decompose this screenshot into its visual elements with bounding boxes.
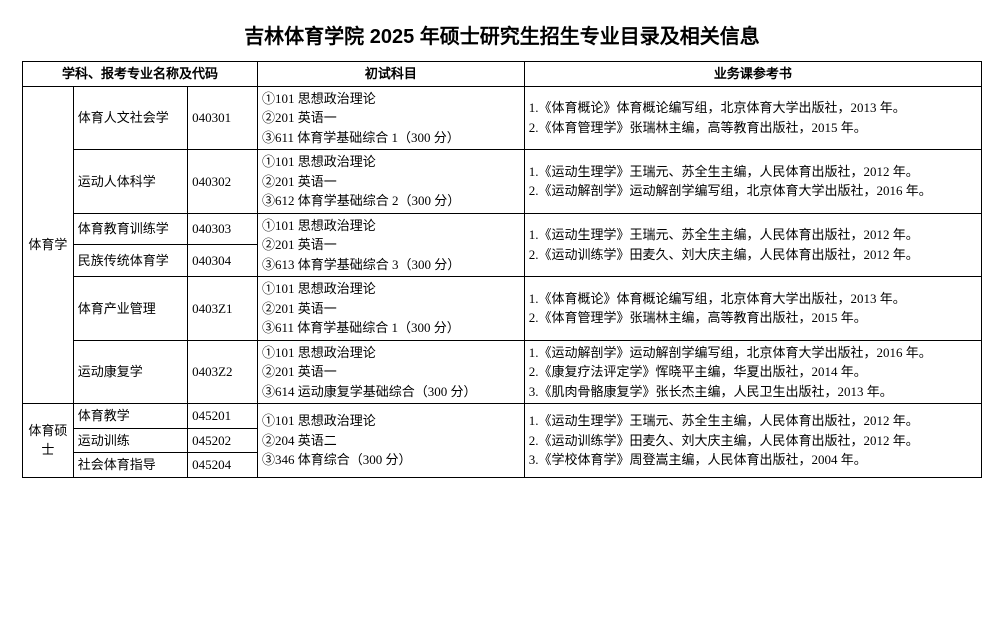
code-cell: 0403Z2 (188, 340, 258, 404)
table-row: 运动康复学 0403Z2 ①101 思想政治理论②201 英语一③614 运动康… (23, 340, 982, 404)
major-cell: 体育教育训练学 (73, 213, 187, 245)
table-row: 体育教育训练学 040303 ①101 思想政治理论②201 英语一③613 体… (23, 213, 982, 245)
table-row: 运动人体科学 040302 ①101 思想政治理论②201 英语一③612 体育… (23, 150, 982, 214)
code-cell: 040301 (188, 86, 258, 150)
ref-cell: 1.《运动生理学》王瑞元、苏全生主编，人民体育出版社，2012 年。2.《运动训… (524, 213, 981, 277)
discipline-cell: 体育学 (23, 86, 74, 404)
code-cell: 040303 (188, 213, 258, 245)
ref-cell: 1.《体育概论》体育概论编写组，北京体育大学出版社，2013 年。2.《体育管理… (524, 277, 981, 341)
ref-cell: 1.《体育概论》体育概论编写组，北京体育大学出版社，2013 年。2.《体育管理… (524, 86, 981, 150)
exam-cell: ①101 思想政治理论②201 英语一③611 体育学基础综合 1（300 分） (257, 277, 524, 341)
ref-cell: 1.《运动解剖学》运动解剖学编写组，北京体育大学出版社，2016 年。2.《康复… (524, 340, 981, 404)
code-cell: 0403Z1 (188, 277, 258, 341)
exam-cell: ①101 思想政治理论②204 英语二③346 体育综合（300 分） (257, 404, 524, 478)
page-title: 吉林体育学院 2025 年硕士研究生招生专业目录及相关信息 (20, 20, 984, 49)
exam-cell: ①101 思想政治理论②201 英语一③612 体育学基础综合 2（300 分） (257, 150, 524, 214)
exam-cell: ①101 思想政治理论②201 英语一③614 运动康复学基础综合（300 分） (257, 340, 524, 404)
code-cell: 040304 (188, 245, 258, 277)
table-row: 体育产业管理 0403Z1 ①101 思想政治理论②201 英语一③611 体育… (23, 277, 982, 341)
exam-cell: ①101 思想政治理论②201 英语一③613 体育学基础综合 3（300 分） (257, 213, 524, 277)
code-cell: 045202 (188, 428, 258, 453)
major-cell: 体育产业管理 (73, 277, 187, 341)
major-cell: 社会体育指导 (73, 453, 187, 478)
code-cell: 040302 (188, 150, 258, 214)
code-cell: 045204 (188, 453, 258, 478)
major-cell: 运动康复学 (73, 340, 187, 404)
major-cell: 民族传统体育学 (73, 245, 187, 277)
major-cell: 运动训练 (73, 428, 187, 453)
header-discipline: 学科、报考专业名称及代码 (23, 62, 258, 87)
table-row: 体育学 体育人文社会学 040301 ①101 思想政治理论②201 英语一③6… (23, 86, 982, 150)
exam-cell: ①101 思想政治理论②201 英语一③611 体育学基础综合 1（300 分） (257, 86, 524, 150)
catalog-table: 学科、报考专业名称及代码 初试科目 业务课参考书 体育学 体育人文社会学 040… (22, 61, 982, 478)
header-ref: 业务课参考书 (524, 62, 981, 87)
code-cell: 045201 (188, 404, 258, 429)
table-row: 体育硕士 体育教学 045201 ①101 思想政治理论②204 英语二③346… (23, 404, 982, 429)
ref-cell: 1.《运动生理学》王瑞元、苏全生主编，人民体育出版社，2012 年。2.《运动训… (524, 404, 981, 478)
major-cell: 体育人文社会学 (73, 86, 187, 150)
major-cell: 体育教学 (73, 404, 187, 429)
header-exam: 初试科目 (257, 62, 524, 87)
discipline-cell: 体育硕士 (23, 404, 74, 478)
ref-cell: 1.《运动生理学》王瑞元、苏全生主编，人民体育出版社，2012 年。2.《运动解… (524, 150, 981, 214)
major-cell: 运动人体科学 (73, 150, 187, 214)
